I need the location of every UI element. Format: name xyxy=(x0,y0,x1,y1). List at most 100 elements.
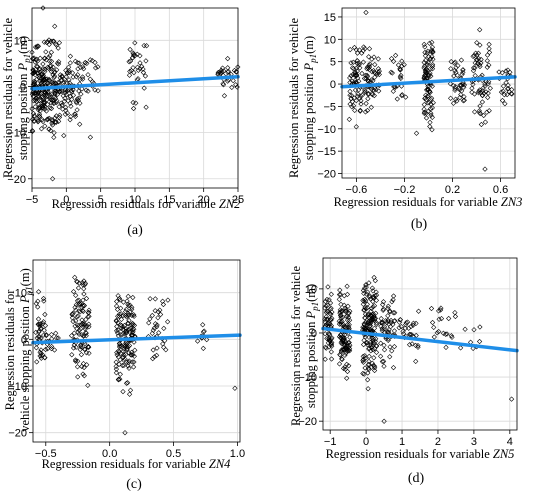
data-point xyxy=(129,306,135,313)
data-point xyxy=(371,54,377,60)
data-point xyxy=(423,97,429,103)
data-point xyxy=(152,308,158,314)
data-point xyxy=(131,313,137,319)
data-point xyxy=(67,60,73,66)
data-point xyxy=(129,55,136,61)
data-point xyxy=(37,326,44,332)
y-tick-label: −5 xyxy=(323,101,336,113)
data-point xyxy=(373,342,380,349)
data-point xyxy=(95,64,101,70)
data-point xyxy=(34,43,40,49)
data-point xyxy=(353,47,359,53)
data-point xyxy=(350,103,357,109)
data-point xyxy=(113,366,120,372)
plot-frame xyxy=(32,259,241,443)
data-point xyxy=(125,312,131,319)
data-point xyxy=(475,50,482,56)
data-point xyxy=(215,71,221,78)
data-point xyxy=(143,104,149,110)
data-point xyxy=(129,359,135,365)
data-point xyxy=(46,41,52,48)
data-point xyxy=(128,325,134,331)
data-point xyxy=(428,95,435,101)
data-point xyxy=(123,306,129,313)
data-point xyxy=(372,338,378,344)
data-point xyxy=(366,358,372,365)
data-point xyxy=(470,68,477,74)
data-point xyxy=(39,117,45,123)
data-point xyxy=(70,345,77,351)
data-point xyxy=(364,107,371,114)
y-axis-label: Regression residuals for vehicle stopping… xyxy=(3,268,34,432)
data-point xyxy=(449,334,455,340)
data-point xyxy=(370,293,377,300)
data-point xyxy=(37,353,43,359)
data-point xyxy=(86,309,92,316)
data-point xyxy=(410,320,417,326)
data-point xyxy=(336,334,343,340)
x-tick-label: 20 xyxy=(198,194,210,206)
data-point xyxy=(363,100,369,107)
data-point xyxy=(360,370,366,377)
data-point xyxy=(362,296,368,303)
data-point xyxy=(328,336,334,342)
data-point xyxy=(152,321,159,327)
data-point xyxy=(357,65,363,71)
data-point xyxy=(352,107,358,114)
data-point xyxy=(79,317,85,323)
x-tick-label: 15 xyxy=(163,194,175,206)
data-point xyxy=(363,284,369,290)
data-point xyxy=(75,329,81,336)
data-point xyxy=(322,298,329,305)
data-point xyxy=(354,93,361,99)
y-tick-label: 0 xyxy=(21,334,27,346)
svg-text:Regression residuals for vehic: Regression residuals for vehicle xyxy=(1,18,15,178)
data-point xyxy=(428,48,434,55)
data-point xyxy=(78,351,85,358)
data-point xyxy=(43,91,50,97)
data-point xyxy=(113,370,120,376)
data-point xyxy=(403,321,409,328)
data-point xyxy=(421,110,427,117)
data-point xyxy=(425,93,431,99)
data-point xyxy=(368,77,374,83)
data-point xyxy=(436,316,442,322)
data-point xyxy=(359,92,365,98)
data-point xyxy=(375,56,381,62)
data-point xyxy=(66,77,72,83)
data-point xyxy=(31,113,38,119)
y-tick-label: −10 xyxy=(298,372,317,384)
x-tick-label: 0 xyxy=(363,436,369,448)
data-point xyxy=(219,65,226,71)
data-point xyxy=(139,63,145,70)
data-point xyxy=(81,278,87,284)
plot-frame xyxy=(322,257,518,431)
data-point xyxy=(362,305,368,311)
data-point xyxy=(479,72,485,78)
data-point xyxy=(461,94,467,100)
data-point xyxy=(114,298,120,305)
data-point xyxy=(371,303,378,309)
y-tick-label: −10 xyxy=(317,124,336,136)
data-point xyxy=(507,69,513,75)
data-point xyxy=(346,346,353,352)
data-point xyxy=(365,320,371,327)
data-point xyxy=(122,312,129,319)
data-point xyxy=(52,23,58,29)
x-tick-label: −0.2 xyxy=(394,184,416,196)
data-point xyxy=(366,334,372,340)
data-point xyxy=(69,89,75,95)
data-point xyxy=(87,57,93,63)
x-tick-label: 5 xyxy=(98,194,104,206)
y-tick-label: −20 xyxy=(7,174,26,186)
data-point xyxy=(32,44,39,50)
data-point xyxy=(122,356,128,362)
x-tick-label: 2 xyxy=(435,436,441,448)
data-point xyxy=(225,78,231,84)
data-point xyxy=(448,333,455,339)
x-tick-label: 25 xyxy=(232,194,244,206)
data-point xyxy=(324,296,330,303)
data-point xyxy=(427,123,433,130)
data-point xyxy=(74,96,81,102)
data-point xyxy=(50,38,56,44)
